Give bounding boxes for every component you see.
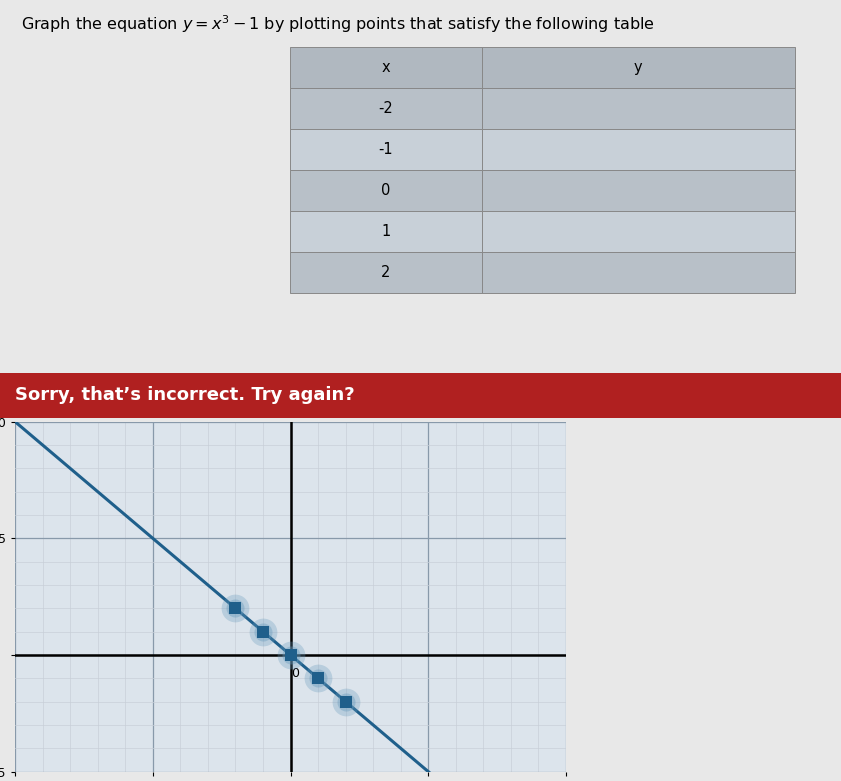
Bar bbox=[482, 129, 795, 169]
Bar bbox=[482, 88, 795, 129]
Bar bbox=[290, 129, 482, 169]
Text: Graph the equation $y = x^3 - 1$ by plotting points that satisfy the following t: Graph the equation $y = x^3 - 1$ by plot… bbox=[21, 13, 655, 35]
Text: -1: -1 bbox=[378, 142, 394, 157]
Text: 2: 2 bbox=[381, 265, 391, 280]
Text: y: y bbox=[634, 60, 643, 75]
Bar bbox=[482, 211, 795, 251]
Text: x: x bbox=[382, 60, 390, 75]
Bar bbox=[290, 170, 482, 211]
Text: 1: 1 bbox=[382, 224, 390, 239]
Bar bbox=[290, 211, 482, 251]
Text: 0: 0 bbox=[381, 183, 391, 198]
Text: 0: 0 bbox=[291, 667, 299, 679]
Text: -2: -2 bbox=[378, 101, 394, 116]
Bar bbox=[290, 88, 482, 129]
Text: Sorry, that’s incorrect. Try again?: Sorry, that’s incorrect. Try again? bbox=[15, 386, 355, 405]
Bar bbox=[482, 251, 795, 293]
Bar bbox=[290, 47, 482, 87]
Bar bbox=[482, 170, 795, 211]
Bar bbox=[482, 47, 795, 87]
Bar bbox=[290, 251, 482, 293]
